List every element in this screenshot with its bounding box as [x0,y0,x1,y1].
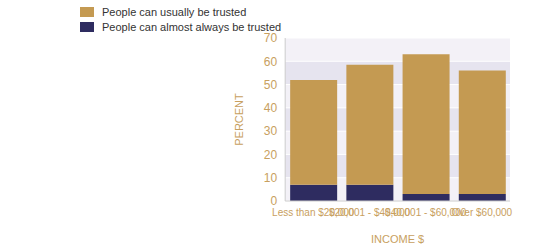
svg-text:$40,001 - $60,000: $40,001 - $60,000 [385,207,467,219]
svg-text:Less than $20,000: Less than $20,000 [272,207,355,219]
html-text:People can usually be trusted: People can usually be trusted [102,5,247,18]
svg-text:50: 50 [264,78,278,92]
svg-text:10: 10 [264,171,278,185]
svg-text:20: 20 [264,148,278,162]
svg-text:PERCENT: PERCENT [233,93,245,146]
svg-text:40: 40 [264,101,278,115]
svg-text:30: 30 [264,124,278,138]
svg-text:0: 0 [270,194,277,208]
svg-text:$20,001 - $40,000: $20,001 - $40,000 [328,207,411,219]
svg-text:INCOME $: INCOME $ [371,233,424,245]
svg-text:Over $60,000: Over $60,000 [452,207,513,218]
svg-text:70: 70 [264,31,278,45]
html-text:People can almost always be tr: People can almost always be trusted [102,20,282,33]
svg-text:60: 60 [264,55,278,69]
